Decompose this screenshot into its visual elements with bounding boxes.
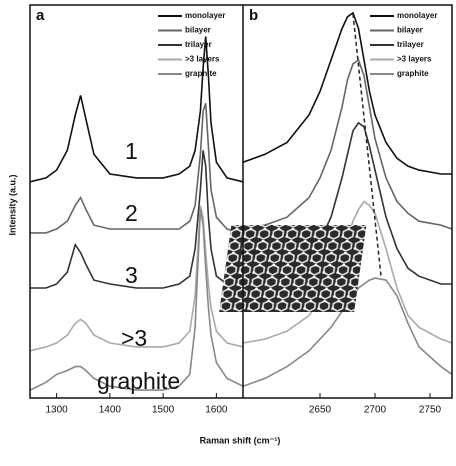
spectrum-line [243, 277, 452, 387]
spectrum-line [30, 209, 243, 391]
x-tick-label: 1500 [152, 405, 175, 416]
legend-label: bilayer [397, 26, 423, 35]
spectrum-line [30, 205, 243, 352]
spectrum-line [243, 11, 452, 175]
graphene-inset [219, 225, 367, 312]
x-tick-label: 1600 [205, 405, 228, 416]
legend-label: monolayer [185, 11, 225, 20]
x-tick-label: 2750 [419, 405, 442, 416]
curve-annotation: 1 [125, 138, 138, 164]
legend-label: >3 layers [185, 55, 220, 64]
curve-annotation: graphite [97, 368, 180, 394]
spectrum-line [30, 150, 243, 289]
legend-label: graphite [397, 69, 429, 78]
peak-shift-line [352, 13, 382, 277]
y-axis-label: Intensity (a.u.) [7, 174, 17, 235]
x-tick-label: 2650 [309, 405, 332, 416]
plot-lines [30, 11, 452, 391]
spectrum-line [30, 36, 243, 183]
spectrum-line [243, 58, 452, 230]
spectrum-line [243, 200, 452, 344]
x-tick-label: 2700 [364, 405, 387, 416]
x-tick-label: 1300 [46, 405, 69, 416]
plot-frame [29, 4, 453, 399]
legend-label: >3 layers [397, 55, 432, 64]
legend-label: graphite [185, 69, 217, 78]
curve-annotation: 2 [125, 200, 138, 226]
panel-label: b [249, 7, 258, 24]
curve-annotation: >3 [121, 325, 147, 351]
x-axis-label: Raman shift (cm⁻¹) [200, 435, 281, 445]
panel-label: a [36, 7, 45, 24]
legend-label: bilayer [185, 26, 211, 35]
x-tick-label: 1400 [99, 405, 122, 416]
spectrum-line [30, 103, 243, 234]
legend-label: trilayer [185, 40, 212, 49]
curve-annotation: 3 [125, 262, 138, 288]
legend-label: trilayer [397, 40, 424, 49]
legend-label: monolayer [397, 11, 437, 20]
